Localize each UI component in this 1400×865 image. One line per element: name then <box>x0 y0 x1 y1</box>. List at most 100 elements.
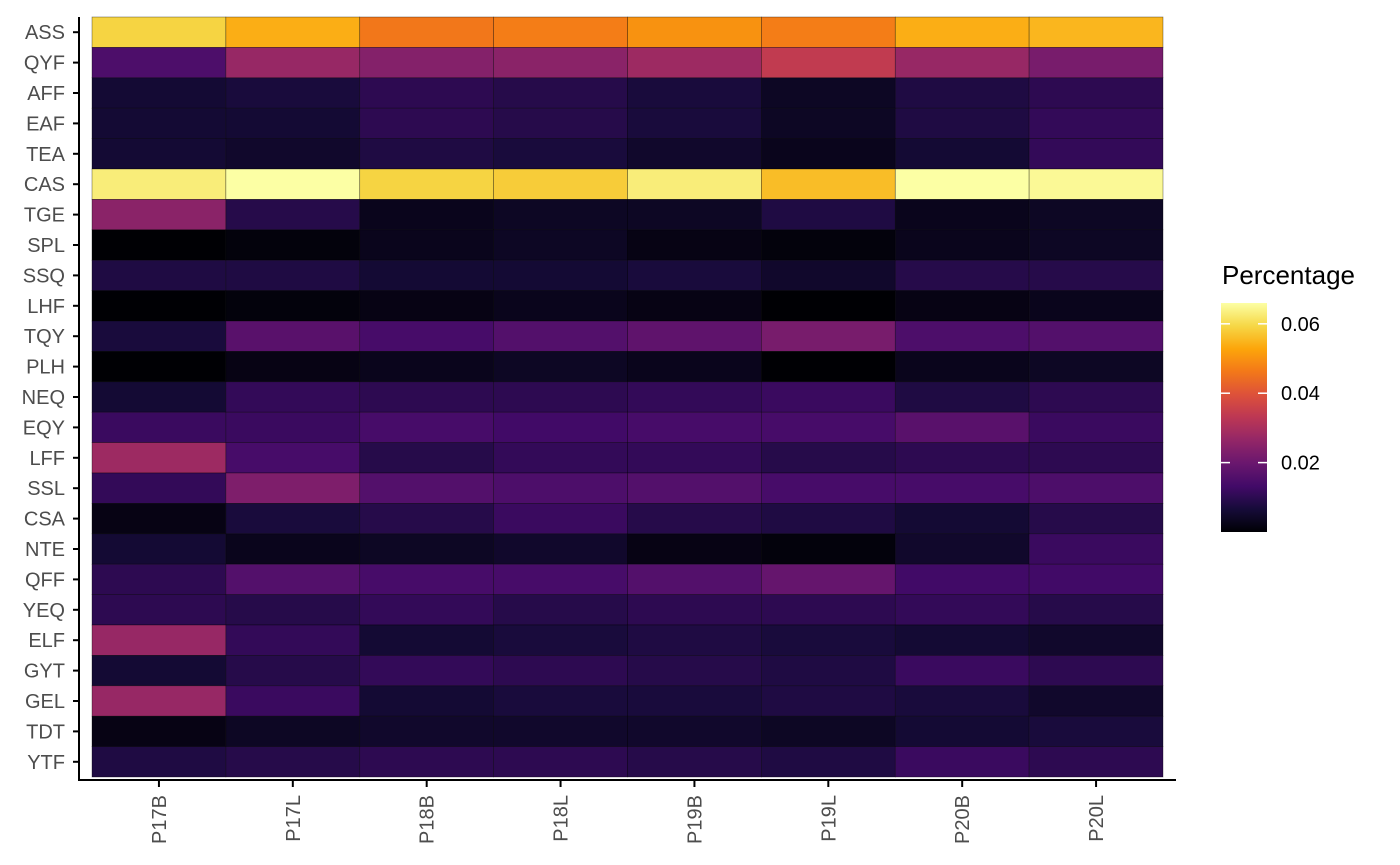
heatmap-cell <box>627 655 762 687</box>
heatmap-cell <box>91 563 227 595</box>
colorbar-legend: Percentage 0.02 0.04 0.06 <box>1221 260 1355 532</box>
y-tick-label: LHF <box>27 296 65 318</box>
heatmap-cell <box>894 16 1030 48</box>
heatmap-cell <box>493 381 628 413</box>
heatmap-cell <box>1028 381 1164 413</box>
heatmap-cell <box>1028 107 1164 139</box>
heatmap-cell <box>493 199 628 231</box>
heatmap-cell <box>225 715 361 747</box>
heatmap-cell <box>627 320 762 352</box>
heatmap-cell <box>627 259 762 291</box>
y-tick-label: SSQ <box>23 265 65 287</box>
heatmap-cell <box>225 168 361 200</box>
x-tick-label: P19B <box>684 795 706 844</box>
heatmap-cell <box>761 290 896 322</box>
y-tick-label: ASS <box>25 22 65 44</box>
heatmap-cell <box>627 746 762 778</box>
heatmap-cell <box>894 685 1030 717</box>
heatmap-cell <box>359 533 494 565</box>
heatmap-cell <box>1028 229 1164 261</box>
heatmap-cell <box>359 594 494 626</box>
heatmap-cell <box>225 107 361 139</box>
x-tick-label: P17L <box>283 795 305 842</box>
heatmap-cell <box>1028 533 1164 565</box>
heatmap-cell <box>761 503 896 535</box>
heatmap-cell <box>91 381 227 413</box>
y-tick-label: ELF <box>28 630 65 652</box>
x-tick-labels: P17B P17L P18B P18L P19B P19L P20B P20L <box>149 780 1108 844</box>
x-tick-label: P20L <box>1086 795 1108 842</box>
heatmap-cell <box>761 229 896 261</box>
heatmap-cell <box>91 229 227 261</box>
heatmap-cell <box>91 442 227 474</box>
x-tick-label: P19L <box>818 795 840 842</box>
heatmap-cell <box>359 290 494 322</box>
heatmap-cell <box>225 290 361 322</box>
heatmap-cell <box>761 168 896 200</box>
heatmap-cell <box>894 563 1030 595</box>
y-tick-label: SPL <box>27 235 65 257</box>
y-tick-label: GYT <box>24 661 65 683</box>
heatmap-cell <box>225 199 361 231</box>
heatmap-cell <box>627 381 762 413</box>
y-tick-label: YEQ <box>23 600 65 622</box>
heatmap-cell <box>493 594 628 626</box>
heatmap-cell <box>91 624 227 656</box>
y-tick-label: LFF <box>29 448 65 470</box>
heatmap-cell <box>225 229 361 261</box>
heatmap-cell <box>1028 411 1164 443</box>
heatmap-cell <box>761 685 896 717</box>
heatmap-cell <box>627 199 762 231</box>
heatmap-cell <box>493 47 628 79</box>
heatmap-cell <box>359 168 494 200</box>
heatmap-cell <box>91 259 227 291</box>
heatmap-cell <box>359 381 494 413</box>
heatmap-cell <box>225 746 361 778</box>
y-tick-label: YTF <box>27 752 65 774</box>
heatmap-cell <box>493 472 628 504</box>
heatmap-cell <box>1028 320 1164 352</box>
heatmap-cell <box>1028 290 1164 322</box>
colorbar-tick-label: 0.04 <box>1281 383 1320 405</box>
heatmap-cell <box>225 381 361 413</box>
heatmap-cell <box>761 715 896 747</box>
heatmap-cell <box>894 746 1030 778</box>
heatmap-cell <box>627 442 762 474</box>
x-tick-label: P20B <box>952 795 974 844</box>
heatmap-cell <box>627 47 762 79</box>
heatmap-cell <box>493 259 628 291</box>
heatmap-cell <box>1028 472 1164 504</box>
y-tick-labels: ASS QYF AFF EAF TEA CAS TGE SPL SSQ LHF TQY PLH NEQ E… <box>22 22 79 774</box>
heatmap-cell <box>91 77 227 109</box>
heatmap-cell <box>761 320 896 352</box>
heatmap-cell <box>627 533 762 565</box>
colorbar-tick-label: 0.02 <box>1281 453 1320 475</box>
heatmap-cell <box>761 655 896 687</box>
heatmap-cell <box>91 290 227 322</box>
heatmap-cell <box>761 594 896 626</box>
heatmap-cell <box>1028 594 1164 626</box>
heatmap-cell <box>627 290 762 322</box>
heatmap-cell <box>359 655 494 687</box>
legend-title: Percentage <box>1222 260 1355 290</box>
heatmap-cell <box>493 229 628 261</box>
heatmap-cell <box>1028 685 1164 717</box>
y-tick-label: NEQ <box>22 387 65 409</box>
y-tick-label: PLH <box>26 357 65 379</box>
y-tick-label: CAS <box>24 174 65 196</box>
x-tick-label: P18L <box>551 795 573 842</box>
colorbar <box>1221 303 1267 532</box>
y-tick-label: TEA <box>26 144 66 166</box>
heatmap-cell <box>91 746 227 778</box>
heatmap-cell <box>359 472 494 504</box>
heatmap-cell <box>493 746 628 778</box>
heatmap-cell <box>493 320 628 352</box>
colorbar-tick-label: 0.06 <box>1281 314 1320 336</box>
x-tick-label: P17B <box>149 795 171 844</box>
heatmap-cell <box>627 715 762 747</box>
heatmap-cell <box>1028 351 1164 383</box>
heatmap-cell <box>493 533 628 565</box>
heatmap-cell <box>1028 259 1164 291</box>
heatmap-cell <box>91 320 227 352</box>
